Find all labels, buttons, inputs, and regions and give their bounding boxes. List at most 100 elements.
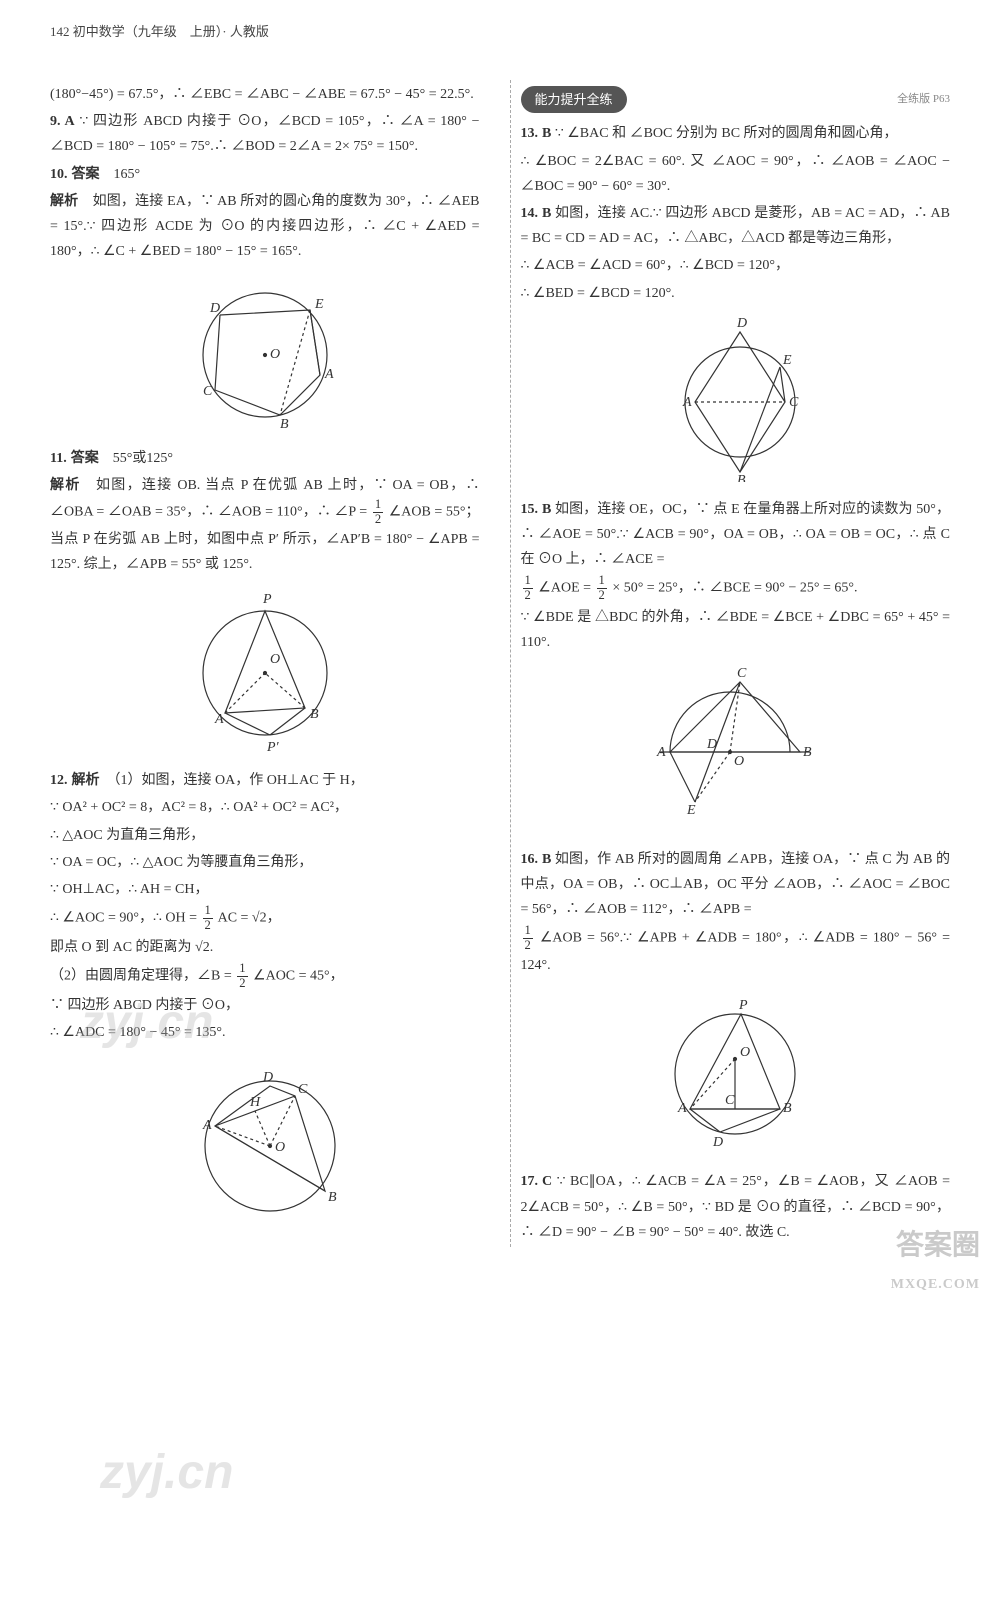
q15-ans: B [542, 502, 551, 517]
q13-num: 13. [521, 126, 539, 141]
svg-text:B: B [280, 417, 289, 430]
fig-q11: P A B O P′ [50, 583, 480, 762]
svg-text:C: C [789, 395, 799, 410]
q10-exp: 解析 如图，连接 EA，∵ AB 所对的圆心角的度数为 30°，∴ ∠AEB =… [50, 189, 480, 265]
svg-text:H: H [249, 1095, 261, 1110]
watermark-2: zyj.cn [100, 1430, 233, 1516]
q12-l9: ∵ 四边形 ABCD 内接于 ⊙O， [50, 993, 480, 1018]
q8-continuation: (180°−45°) = 67.5°，∴ ∠EBC = ∠ABC − ∠ABE … [50, 82, 480, 107]
svg-text:O: O [740, 1045, 750, 1060]
svg-text:P: P [262, 592, 272, 607]
svg-text:D: D [712, 1135, 723, 1150]
svg-text:E: E [686, 803, 696, 818]
q11-answer-line: 11.答案 55°或125° [50, 446, 480, 471]
frac-half-5: 12 [597, 574, 607, 603]
page: 142 初中数学（九年级 上册）· 人教版 zyj.cn zyj.cn 答案圈 … [0, 0, 1000, 1307]
svg-text:B: B [328, 1190, 337, 1205]
frac-half-1: 12 [373, 498, 383, 527]
q12-exp-label: 解析 [72, 773, 100, 788]
svg-text:A: A [202, 1118, 212, 1133]
section-tab: 能力提升全练 [521, 86, 627, 113]
q12-l2: ∵ OA² + OC² = 8，AC² = 8，∴ OA² + OC² = AC… [50, 795, 480, 820]
svg-text:D: D [736, 316, 747, 331]
svg-text:A: A [677, 1101, 687, 1116]
q10-num: 10. [50, 167, 68, 182]
q15-num: 15. [521, 502, 539, 517]
svg-text:B: B [310, 707, 319, 722]
q11-ans: 55°或125° [113, 451, 173, 466]
fig-q16: O P A B C D [521, 984, 951, 1163]
q10-ans: 165° [114, 167, 141, 182]
fig-q14: D A C B E [521, 312, 951, 491]
q10-ans-label: 答案 [72, 167, 100, 182]
q9-text: ∵ 四边形 ABCD 内接于 ⊙O，∠BCD = 105°，∴ ∠A = 180… [50, 114, 480, 154]
fig-q15: C A B D O E [521, 662, 951, 841]
q13-l1: ∵ ∠BAC 和 ∠BOC 分别为 BC 所对的圆周角和圆心角， [555, 126, 898, 141]
q14-num: 14. [521, 206, 539, 221]
q14-ans: B [542, 206, 551, 221]
q12-l10: ∴ ∠ADC = 180° − 45° = 135°. [50, 1020, 480, 1045]
section-header: 能力提升全练 全练版 P63 [521, 80, 951, 119]
q15-l2b: × 50° = 25°，∴ ∠BCE = 90° − 25° = 65°. [612, 581, 857, 596]
q11-exp-label: 解析 [50, 478, 81, 493]
svg-text:C: C [203, 384, 213, 399]
svg-text:E: E [314, 297, 324, 312]
frac-half-3: 12 [237, 962, 247, 991]
q15-l2: 12 ∠AOE = 12 × 50° = 25°，∴ ∠BCE = 90° − … [521, 574, 951, 603]
q12-l8b: ∠AOC = 45°， [253, 969, 344, 984]
q14-l1: 如图，连接 AC.∵ 四边形 ABCD 是菱形，AB = AC = AD，∴ A… [521, 206, 951, 246]
svg-text:D: D [706, 737, 717, 752]
q12-l4: ∵ OA = OC，∴ △AOC 为等腰直角三角形， [50, 850, 480, 875]
q15-l1: 如图，连接 OE，OC，∵ 点 E 在量角器上所对应的读数为 50°，∴ ∠AO… [521, 502, 951, 567]
svg-text:B: B [737, 473, 746, 482]
q17: 17.C ∵ BC∥OA，∴ ∠ACB = ∠A = 25°，∠B = ∠AOB… [521, 1169, 951, 1245]
q9-ans: A [65, 114, 75, 129]
q16-num: 16. [521, 852, 539, 867]
svg-text:A: A [214, 712, 224, 727]
q12-l6a: ∴ ∠AOC = 90°，∴ OH = [50, 911, 197, 926]
q13-ans: B [542, 126, 551, 141]
right-column: 能力提升全练 全练版 P63 13.B ∵ ∠BAC 和 ∠BOC 分别为 BC… [510, 80, 951, 1247]
page-header: 142 初中数学（九年级 上册）· 人教版 [50, 20, 269, 43]
svg-text:O: O [270, 347, 280, 362]
q9-num: 9. [50, 114, 61, 129]
q16-l2a: ∠AOB = 56°.∵ ∠APB + ∠ADB = 180°，∴ ∠ADB = [540, 931, 868, 946]
q15-l2a: ∠AOE = [538, 581, 591, 596]
frac-half-6: 12 [523, 924, 533, 953]
q12-l3: ∴ △AOC 为直角三角形， [50, 823, 480, 848]
fig-q12: O A D C H B [50, 1051, 480, 1240]
q12-l8: （2）由圆周角定理得，∠B = 12 ∠AOC = 45°， [50, 962, 480, 991]
svg-text:P′: P′ [266, 740, 280, 753]
q12-l7: 即点 O 到 AC 的距离为 √2. [50, 935, 480, 960]
q9: 9. A ∵ 四边形 ABCD 内接于 ⊙O，∠BCD = 105°，∴ ∠A =… [50, 109, 480, 159]
q11-exp: 解析 如图，连接 OB. 当点 P 在优弧 AB 上时，∵ OA = OB，∴ … [50, 473, 480, 577]
q12-l5: ∵ OH⊥AC，∴ AH = CH， [50, 877, 480, 902]
q17-ans: C [542, 1174, 552, 1189]
q12: 12. 解析 （1）如图，连接 OA，作 OH⊥AC 于 H， [50, 768, 480, 793]
q15: 15.B 如图，连接 OE，OC，∵ 点 E 在量角器上所对应的读数为 50°，… [521, 497, 951, 573]
q12-l8a: （2）由圆周角定理得，∠B = [50, 969, 232, 984]
q11-num: 11. [50, 451, 67, 466]
q12-l1: （1）如图，连接 OA，作 OH⊥AC 于 H， [114, 773, 364, 788]
logo-text-2: MXQE.COM [891, 1272, 980, 1297]
svg-text:C: C [725, 1093, 735, 1108]
q10-exp-label: 解析 [50, 194, 78, 209]
q13: 13.B ∵ ∠BAC 和 ∠BOC 分别为 BC 所对的圆周角和圆心角， [521, 121, 951, 146]
q16-l1: 如图，作 AB 所对的圆周角 ∠APB，连接 OA，∵ 点 C 为 AB 的中点… [521, 852, 951, 917]
frac-half-2: 12 [203, 904, 213, 933]
svg-text:D: D [209, 301, 220, 316]
q13-l2: ∴ ∠BOC = 2∠BAC = 60°. 又 ∠AOC = 90°，∴ ∠AO… [521, 149, 951, 199]
svg-text:P: P [738, 998, 748, 1013]
q14-l3: ∴ ∠BED = ∠BCD = 120°. [521, 281, 951, 306]
q15-l3: ∵ ∠BDE 是 △BDC 的外角，∴ ∠BDE = ∠BCE + ∠DBC =… [521, 605, 951, 655]
q16: 16.B 如图，作 AB 所对的圆周角 ∠APB，连接 OA，∵ 点 C 为 A… [521, 847, 951, 923]
svg-text:A: A [682, 395, 692, 410]
q12-num: 12. [50, 773, 68, 788]
svg-text:C: C [298, 1082, 308, 1097]
fig-q10: O D E A B C [50, 270, 480, 439]
q14-l2: ∴ ∠ACB = ∠ACD = 60°，∴ ∠BCD = 120°， [521, 253, 951, 278]
left-column: (180°−45°) = 67.5°，∴ ∠EBC = ∠ABC − ∠ABE … [50, 80, 490, 1247]
q14: 14.B 如图，连接 AC.∵ 四边形 ABCD 是菱形，AB = AC = A… [521, 201, 951, 251]
q10-answer-line: 10. 答案 165° [50, 162, 480, 187]
q16-ans: B [542, 852, 551, 867]
